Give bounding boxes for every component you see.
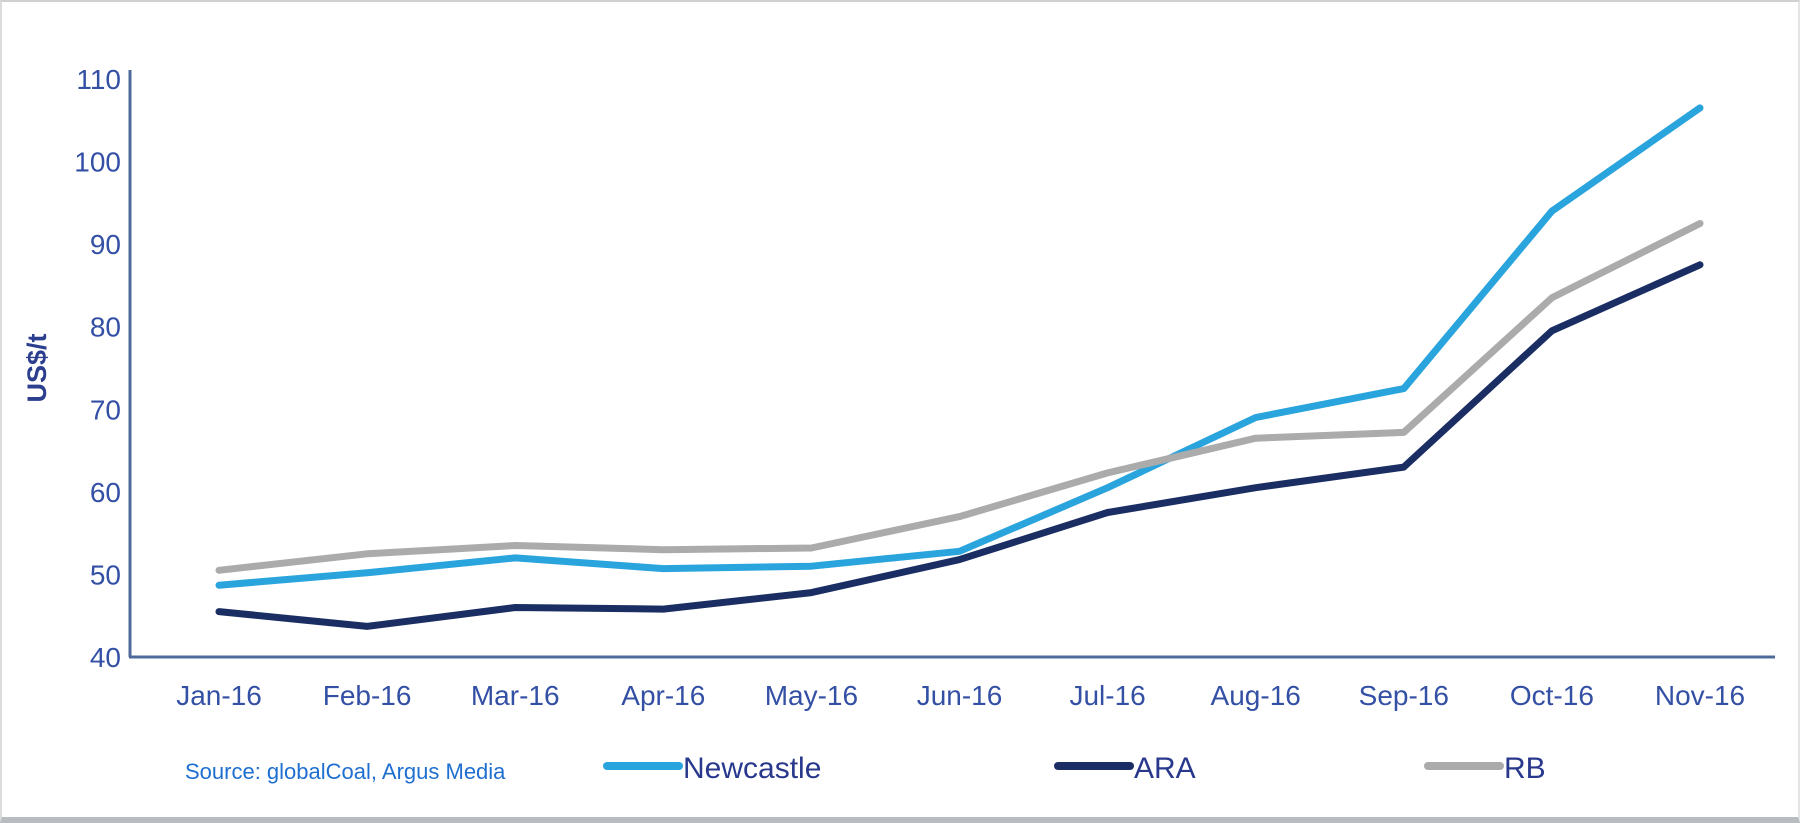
chart-line-newcastle	[215, 104, 1704, 589]
x-axis-tick-label: May-16	[765, 680, 858, 711]
y-axis-tick-label: 70	[90, 394, 121, 425]
x-axis-tick-label: Aug-16	[1211, 680, 1301, 711]
legend-label-newcastle: Newcastle	[683, 752, 821, 785]
x-axis-tick-label: Sep-16	[1359, 680, 1449, 711]
chart-line-rb	[215, 220, 1704, 574]
y-axis-tick-label: 40	[90, 642, 121, 673]
y-axis-tick-label: 110	[76, 64, 121, 95]
legend-label-ara: ARA	[1134, 752, 1196, 785]
x-axis-tick-label: Apr-16	[621, 680, 705, 711]
x-axis-tick-label: Mar-16	[471, 680, 560, 711]
chart-line-ara	[215, 261, 1704, 630]
y-axis-tick-label: 90	[90, 229, 121, 260]
x-axis-tick-label: Jun-16	[917, 680, 1003, 711]
x-axis-tick-label: Oct-16	[1510, 680, 1594, 711]
y-axis-title: US$/t	[22, 333, 52, 402]
legend-label-rb: RB	[1504, 752, 1546, 785]
x-axis-tick-label: Jan-16	[176, 680, 262, 711]
x-axis-tick-label: Jul-16	[1069, 680, 1145, 711]
x-axis-tick-label: Feb-16	[323, 680, 412, 711]
source-note: Source: globalCoal, Argus Media	[185, 759, 506, 784]
y-axis-tick-label: 100	[74, 147, 121, 178]
y-axis-tick-label: 60	[90, 477, 121, 508]
x-axis-tick-label: Nov-16	[1655, 680, 1745, 711]
y-axis-tick-label: 80	[90, 312, 121, 343]
y-axis-tick-label: 50	[90, 559, 121, 590]
